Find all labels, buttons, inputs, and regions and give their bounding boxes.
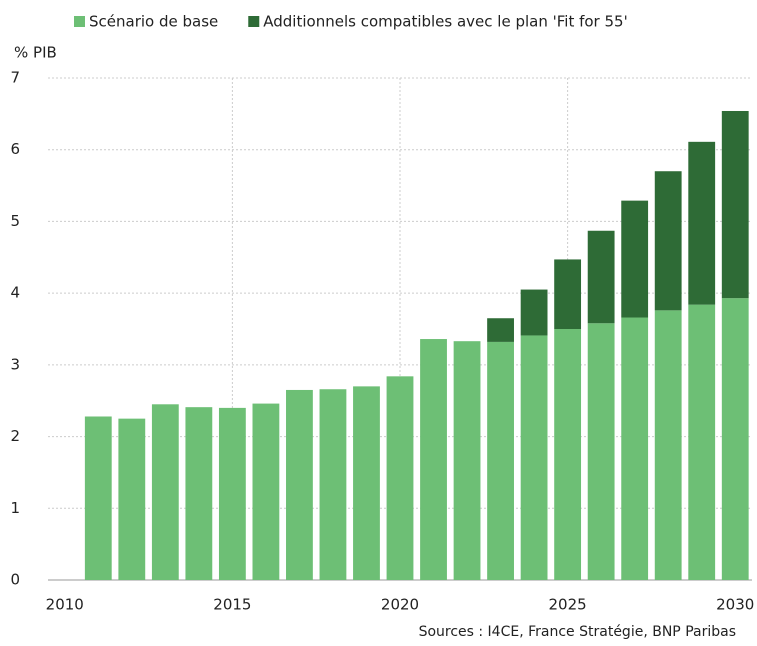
bar (286, 389, 313, 580)
bar (721, 110, 749, 299)
bar (218, 407, 246, 580)
x-tick-label: 2025 (549, 596, 587, 614)
bar (654, 310, 682, 580)
bar (554, 329, 582, 580)
bar (252, 403, 280, 580)
bar (151, 404, 179, 580)
bar (688, 141, 716, 305)
bar (185, 407, 213, 580)
bar (84, 416, 112, 580)
legend-swatch (248, 16, 260, 27)
y-tick-label: 1 (10, 499, 20, 517)
x-tick-label: 2010 (46, 596, 84, 614)
y-axis-label: % PIB (14, 44, 57, 62)
y-tick-label: 5 (10, 212, 20, 230)
legend-label: Scénario de base (89, 13, 218, 31)
y-tick-label: 4 (10, 284, 20, 302)
y-tick-label: 7 (10, 69, 20, 87)
bar (688, 304, 716, 580)
x-tick-label: 2030 (716, 596, 754, 614)
bar (386, 376, 414, 580)
y-tick-label: 3 (10, 355, 20, 373)
bar (554, 259, 582, 329)
bar (520, 289, 548, 336)
bar (453, 341, 481, 580)
x-tick-label: 2020 (381, 596, 419, 614)
bar (353, 386, 380, 580)
bar (587, 230, 615, 324)
bar (621, 200, 649, 318)
bar (721, 298, 749, 580)
bar (118, 418, 146, 580)
bar (319, 389, 347, 580)
y-tick-label: 6 (10, 140, 20, 158)
bar (420, 339, 447, 580)
bar (487, 318, 514, 342)
y-tick-label: 0 (10, 571, 20, 589)
x-tick-label: 2015 (213, 596, 251, 614)
bar (487, 341, 514, 580)
source: Sources : I4CE, France Stratégie, BNP Pa… (419, 624, 736, 640)
bar (587, 323, 615, 580)
bar (621, 317, 649, 580)
bar (654, 171, 682, 311)
bar (520, 335, 548, 580)
legend-swatch (74, 16, 85, 27)
legend-label: Additionnels compatibles avec le plan 'F… (263, 13, 627, 31)
y-tick-label: 2 (10, 427, 20, 445)
